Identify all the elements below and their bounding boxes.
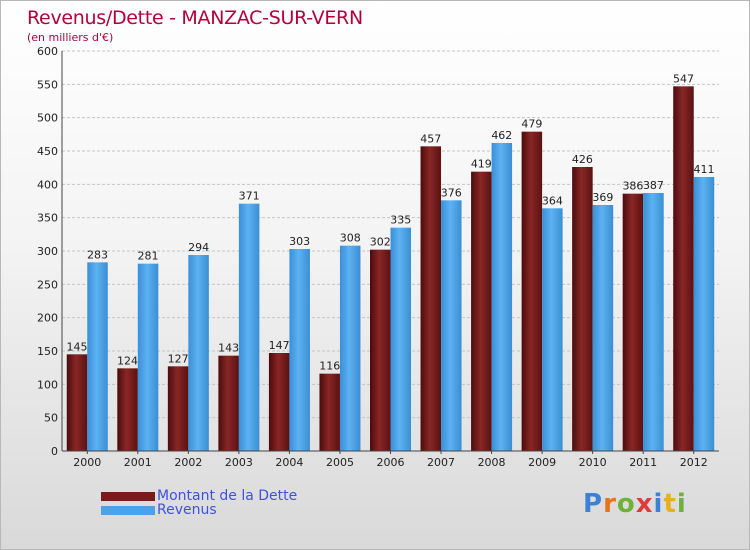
- y-tick-label: 500: [37, 112, 58, 125]
- value-label-dette: 547: [673, 72, 694, 85]
- value-label-dette: 116: [319, 360, 340, 373]
- value-label-revenus: 376: [441, 186, 462, 199]
- legend-item-revenus: Revenus: [101, 502, 217, 518]
- value-label-revenus: 281: [138, 250, 159, 263]
- value-label-revenus: 371: [239, 190, 260, 203]
- value-label-dette: 302: [370, 236, 391, 249]
- bar-revenus: [188, 255, 209, 451]
- value-label-dette: 145: [67, 340, 88, 353]
- bar-dette: [370, 249, 391, 451]
- x-tick-label: 2005: [326, 456, 354, 469]
- value-label-revenus: 364: [542, 194, 563, 207]
- y-tick-label: 250: [37, 278, 58, 291]
- x-tick-label: 2002: [174, 456, 202, 469]
- bar-dette: [218, 355, 239, 451]
- y-tick-label: 600: [37, 45, 58, 58]
- x-tick-label: 2006: [377, 456, 405, 469]
- x-tick-label: 2000: [73, 456, 101, 469]
- x-tick-label: 2004: [275, 456, 303, 469]
- legend-item-dette: Montant de la Dette: [101, 488, 298, 504]
- bar-dette: [319, 373, 340, 451]
- y-tick-label: 450: [37, 145, 58, 158]
- value-label-dette: 419: [471, 158, 492, 171]
- y-tick-label: 50: [44, 412, 58, 425]
- value-label-revenus: 283: [87, 248, 108, 261]
- bar-revenus: [87, 262, 108, 451]
- bar-revenus: [592, 205, 614, 451]
- value-label-revenus: 294: [188, 241, 209, 254]
- bar-dette: [268, 353, 290, 451]
- x-tick-label: 2003: [225, 456, 253, 469]
- legend-label-revenus: Revenus: [157, 502, 217, 518]
- x-tick-label: 2007: [427, 456, 455, 469]
- legend-swatch-dette: [101, 491, 155, 501]
- bar-dette: [572, 167, 593, 451]
- bar-dette: [420, 146, 442, 452]
- value-label-dette: 426: [572, 153, 593, 166]
- value-label-revenus: 411: [693, 163, 714, 176]
- y-tick-label: 400: [37, 178, 58, 191]
- y-tick-label: 550: [37, 78, 58, 91]
- chart-title: Revenus/Dette - MANZAC-SUR-VERN: [27, 7, 363, 29]
- y-tick-label: 350: [37, 212, 58, 225]
- x-tick-label: 2010: [579, 456, 607, 469]
- bar-revenus: [289, 249, 310, 451]
- bar-revenus: [491, 143, 513, 451]
- value-label-revenus: 335: [390, 214, 411, 227]
- x-tick-label: 2011: [629, 456, 657, 469]
- proxiti-logo: Proxiti: [583, 489, 687, 519]
- y-tick-label: 100: [37, 378, 58, 391]
- value-label-dette: 143: [218, 342, 239, 355]
- x-tick-label: 2001: [124, 456, 152, 469]
- value-label-revenus: 303: [289, 235, 310, 248]
- bar-dette: [471, 171, 492, 451]
- bar-revenus: [643, 193, 664, 451]
- bar-revenus: [238, 203, 260, 451]
- bar-revenus: [693, 177, 715, 451]
- y-tick-label: 200: [37, 312, 58, 325]
- value-label-dette: 124: [117, 354, 138, 367]
- y-tick-label: 0: [51, 445, 58, 458]
- x-tick-label: 2009: [528, 456, 556, 469]
- value-label-revenus: 387: [643, 179, 664, 192]
- bar-dette: [66, 354, 88, 451]
- bar-revenus: [339, 245, 361, 451]
- bar-dette: [673, 86, 694, 451]
- bar-dette: [167, 366, 189, 451]
- bar-dette: [521, 131, 543, 451]
- x-tick-label: 2012: [680, 456, 708, 469]
- y-tick-label: 150: [37, 345, 58, 358]
- legend-label-dette: Montant de la Dette: [157, 488, 298, 504]
- value-label-revenus: 369: [592, 191, 613, 204]
- bar-revenus: [441, 200, 462, 451]
- bar-dette: [622, 193, 644, 451]
- bar-revenus: [137, 263, 159, 451]
- chart-subtitle: (en milliers d'€): [27, 31, 114, 44]
- value-label-dette: 147: [269, 339, 290, 352]
- value-label-dette: 479: [521, 118, 542, 131]
- value-label-dette: 127: [168, 352, 189, 365]
- bar-revenus: [542, 208, 563, 451]
- value-label-dette: 457: [420, 132, 441, 145]
- bar-revenus: [390, 227, 411, 451]
- x-tick-label: 2008: [478, 456, 506, 469]
- value-label-revenus: 308: [340, 232, 361, 245]
- value-label-revenus: 462: [491, 129, 512, 142]
- legend-swatch-revenus: [101, 505, 155, 515]
- bar-dette: [117, 368, 138, 451]
- value-label-dette: 386: [622, 180, 643, 193]
- y-tick-label: 300: [37, 245, 58, 258]
